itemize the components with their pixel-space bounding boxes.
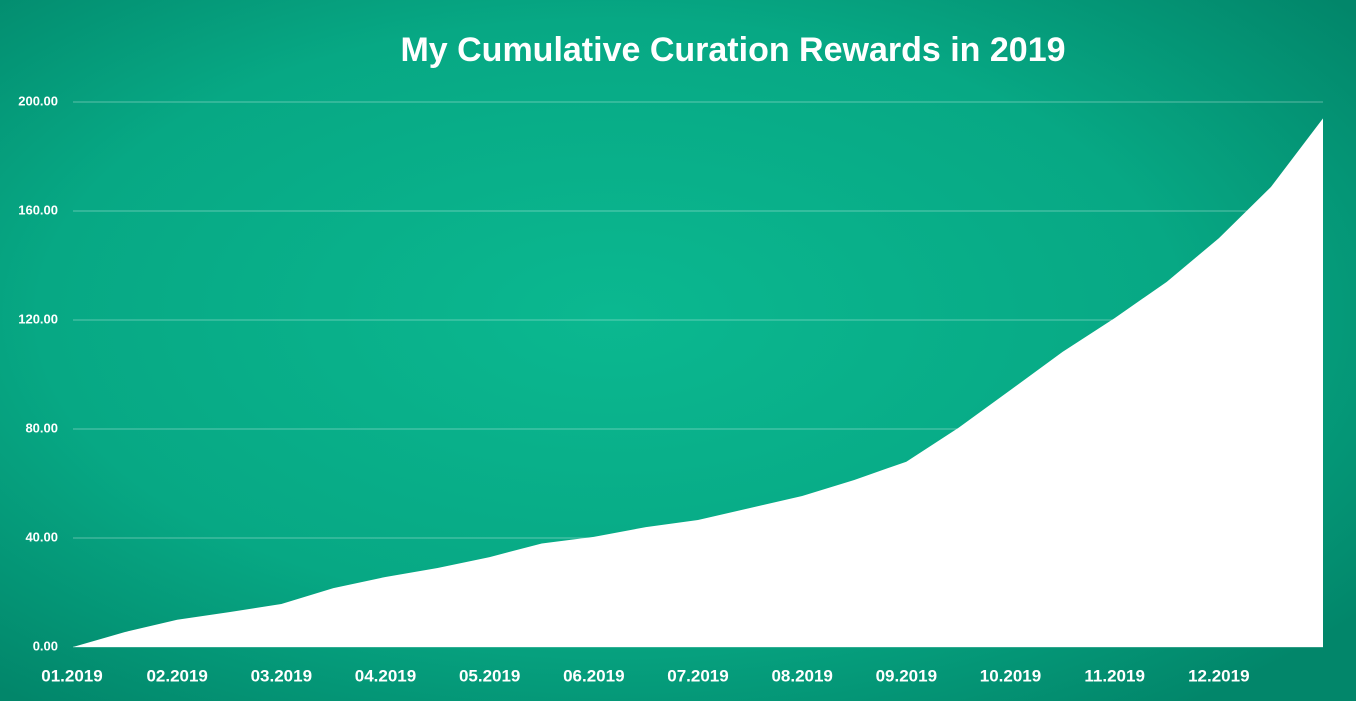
x-tick-label: 12.2019 bbox=[1188, 666, 1249, 685]
chart-title: My Cumulative Curation Rewards in 2019 bbox=[400, 31, 1065, 69]
y-tick-label: 40.00 bbox=[25, 529, 58, 544]
y-tick-label: 0.00 bbox=[33, 638, 58, 653]
x-tick-label: 10.2019 bbox=[980, 666, 1041, 685]
area bbox=[73, 118, 1323, 648]
y-tick-label: 160.00 bbox=[18, 202, 58, 217]
x-tick-label: 04.2019 bbox=[355, 666, 416, 685]
x-tick-label: 07.2019 bbox=[667, 666, 728, 685]
x-tick-label: 05.2019 bbox=[459, 666, 520, 685]
x-tick-label: 06.2019 bbox=[563, 666, 624, 685]
x-tick-label: 02.2019 bbox=[146, 666, 207, 685]
y-tick-label: 80.00 bbox=[25, 420, 58, 435]
y-tick-label: 120.00 bbox=[18, 311, 58, 326]
x-tick-label: 08.2019 bbox=[771, 666, 832, 685]
x-tick-label: 09.2019 bbox=[876, 666, 937, 685]
y-tick-label: 200.00 bbox=[18, 93, 58, 108]
x-tick-label: 11.2019 bbox=[1084, 666, 1145, 685]
x-tick-label: 03.2019 bbox=[251, 666, 312, 685]
x-tick-label: 01.2019 bbox=[41, 666, 102, 685]
